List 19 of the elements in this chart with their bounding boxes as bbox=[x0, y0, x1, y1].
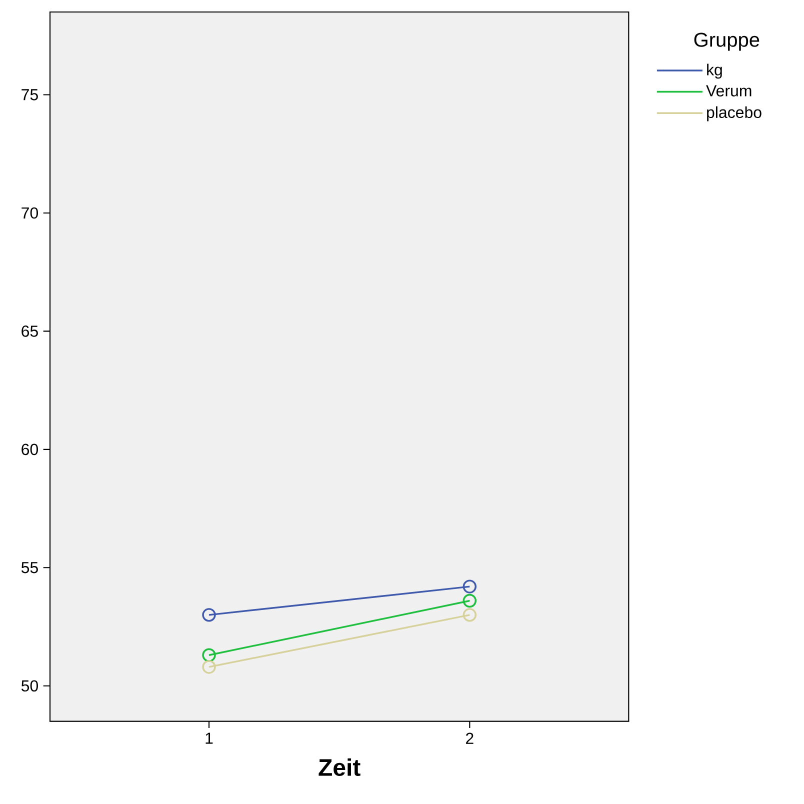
point bbox=[202, 608, 216, 622]
y-tick-label: 75 bbox=[22, 89, 38, 100]
y-tick-label: 60 bbox=[22, 444, 38, 456]
legend-label: Verum bbox=[706, 85, 752, 96]
point bbox=[462, 594, 477, 608]
x-tick-label: 2 bbox=[466, 732, 474, 744]
legend-label: kg bbox=[707, 64, 722, 79]
point bbox=[202, 648, 216, 662]
legend-title: Gruppe bbox=[694, 32, 760, 51]
y-tick-label: 55 bbox=[21, 562, 38, 574]
y-tick-label: 50 bbox=[21, 680, 38, 692]
point bbox=[462, 580, 477, 594]
y-tick-label: 70 bbox=[22, 207, 38, 219]
x-tick-label: 1 bbox=[206, 732, 213, 744]
point bbox=[202, 660, 216, 674]
x-axis-title: Zeit bbox=[318, 758, 360, 776]
legend-label: placebo bbox=[707, 106, 762, 122]
y-tick-label: 65 bbox=[22, 326, 38, 337]
point bbox=[462, 608, 477, 622]
